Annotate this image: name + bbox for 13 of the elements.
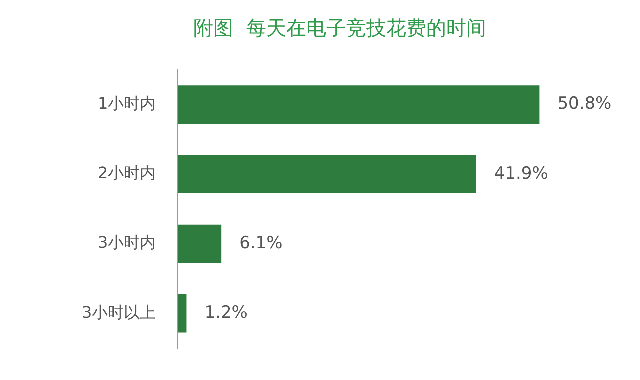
chart-title: 附图 每天在电子竞技花费的时间 <box>194 16 486 40</box>
bar <box>178 294 187 333</box>
bar <box>178 224 222 264</box>
data-label: 1.2% <box>204 303 248 324</box>
data-label: 41.9% <box>494 164 548 184</box>
data-label: 6.1% <box>240 233 283 254</box>
y-tick-label: 2小时内 <box>98 164 156 183</box>
bar <box>178 86 540 124</box>
bar <box>178 155 476 194</box>
y-tick-label: 3小时内 <box>98 233 156 252</box>
data-label: 50.8% <box>558 94 612 114</box>
y-tick-label: 1小时内 <box>98 94 156 113</box>
y-tick-label: 3小时以上 <box>82 302 156 322</box>
